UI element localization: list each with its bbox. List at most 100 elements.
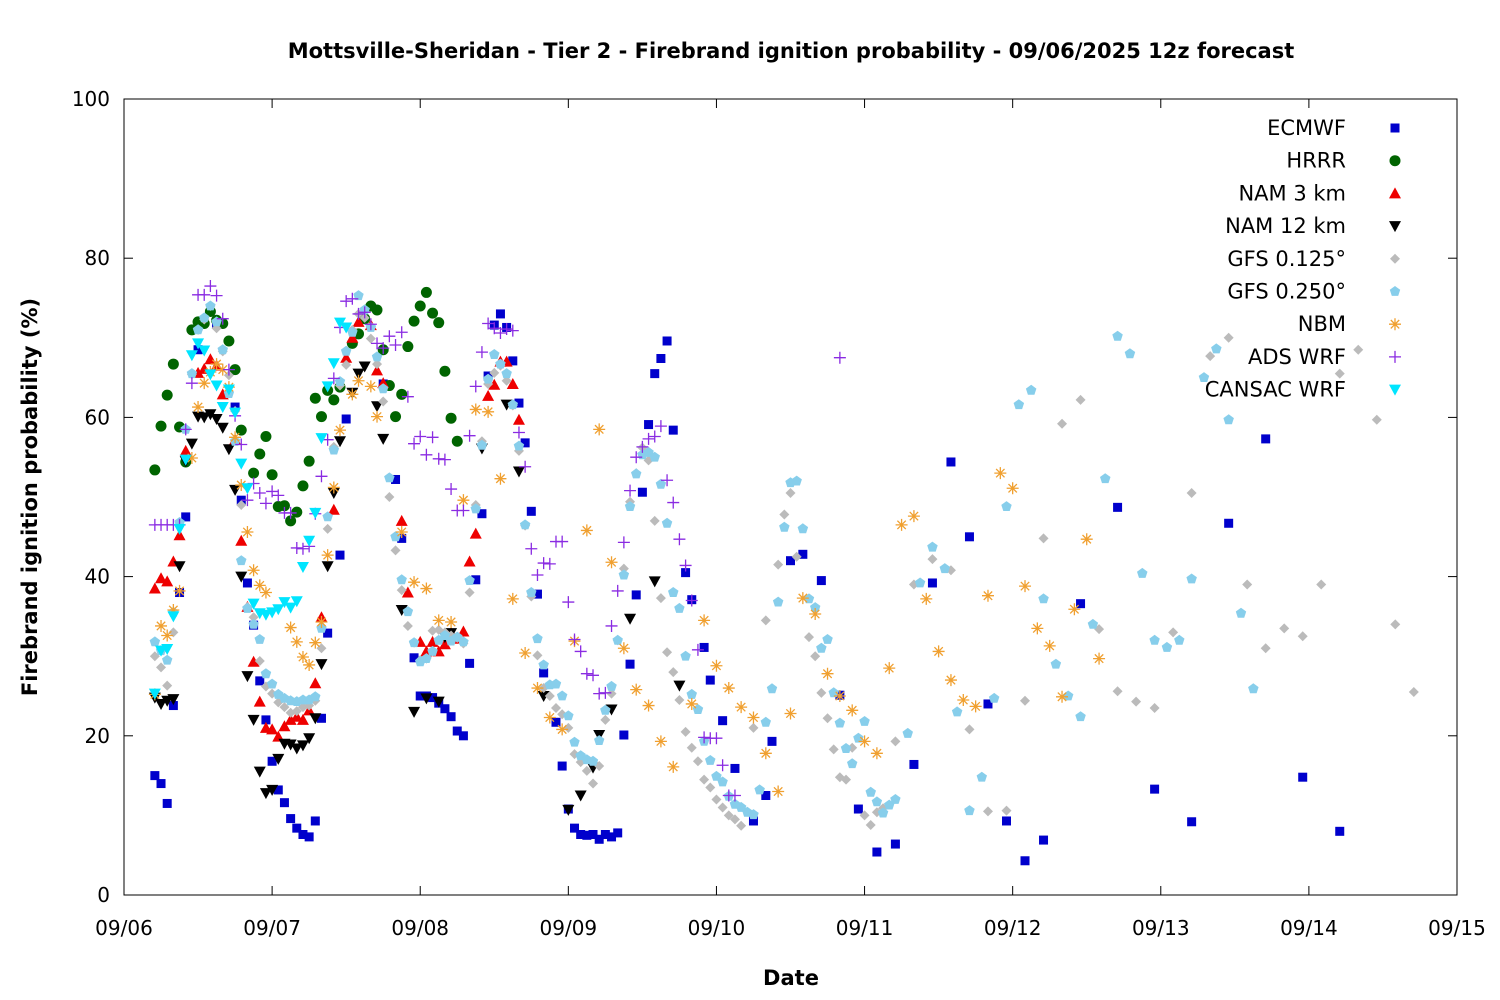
- data-point: [432, 696, 445, 708]
- data-point: [371, 304, 383, 316]
- data-point: [661, 474, 674, 487]
- x-tick-label: 09/11: [836, 916, 894, 940]
- data-point: [488, 322, 501, 335]
- data-point: [1261, 434, 1271, 444]
- data-point: [223, 335, 235, 347]
- data-point: [229, 431, 242, 444]
- x-tick-label: 09/14: [1280, 916, 1338, 940]
- data-point: [445, 483, 458, 496]
- data-point: [594, 834, 604, 844]
- data-point: [1408, 687, 1419, 698]
- data-point: [841, 774, 852, 785]
- data-point: [501, 368, 512, 379]
- data-point: [680, 650, 691, 661]
- x-tick-label: 09/07: [243, 916, 301, 940]
- data-point: [691, 643, 704, 656]
- data-point: [1353, 344, 1364, 355]
- legend-marker: [1389, 350, 1401, 363]
- data-point: [692, 704, 704, 714]
- data-point: [531, 682, 544, 695]
- data-point: [828, 744, 839, 755]
- data-point: [506, 592, 519, 605]
- x-tick-label: 09/10: [688, 916, 746, 940]
- data-point: [216, 312, 229, 325]
- data-point: [562, 596, 575, 609]
- data-point: [784, 707, 797, 720]
- data-point: [1124, 348, 1136, 359]
- data-point: [605, 556, 618, 569]
- series-cansac-wrf: [148, 317, 353, 700]
- data-point: [636, 440, 649, 453]
- legend-item-ads-wrf: ADS WRF: [1248, 345, 1401, 369]
- data-point: [384, 472, 395, 483]
- x-tick-label: 09/15: [1428, 916, 1486, 940]
- data-point: [378, 383, 389, 394]
- data-point: [587, 669, 600, 682]
- data-point: [391, 474, 401, 484]
- data-point: [204, 409, 217, 421]
- data-point: [229, 407, 242, 419]
- data-point: [155, 698, 168, 710]
- data-point: [278, 597, 291, 609]
- data-point: [532, 650, 543, 661]
- data-point: [1149, 634, 1160, 645]
- data-point: [927, 541, 938, 552]
- data-point: [519, 647, 532, 660]
- data-point: [798, 549, 808, 559]
- data-point: [371, 401, 384, 413]
- data-point: [662, 647, 673, 658]
- data-point: [396, 585, 407, 596]
- data-point: [685, 697, 698, 710]
- data-point: [557, 761, 567, 771]
- data-point: [401, 390, 414, 403]
- data-point: [767, 736, 777, 746]
- data-point: [618, 563, 629, 574]
- data-point: [284, 506, 297, 519]
- data-point: [773, 559, 784, 570]
- data-point: [494, 327, 507, 340]
- data-point: [588, 778, 599, 789]
- data-point: [210, 413, 223, 425]
- legend-marker: [1389, 187, 1401, 199]
- data-point: [476, 439, 488, 450]
- data-point: [551, 717, 561, 727]
- data-point: [779, 509, 790, 520]
- data-point: [871, 796, 883, 807]
- data-point: [408, 576, 421, 589]
- data-point: [599, 686, 612, 699]
- data-point: [1279, 623, 1290, 634]
- data-point: [710, 732, 723, 745]
- data-point: [185, 350, 198, 362]
- data-point: [278, 500, 290, 512]
- data-point: [162, 680, 173, 691]
- data-point: [654, 420, 667, 433]
- data-point: [1150, 784, 1160, 794]
- data-point: [488, 378, 501, 390]
- data-point: [236, 555, 247, 566]
- data-point: [352, 307, 365, 320]
- data-point: [408, 706, 421, 718]
- data-point: [482, 405, 495, 418]
- data-point: [539, 668, 549, 678]
- data-point: [346, 388, 359, 401]
- data-point: [395, 526, 408, 539]
- data-point: [260, 431, 272, 443]
- data-point: [150, 771, 160, 781]
- data-point: [260, 668, 272, 679]
- data-point: [1223, 332, 1234, 343]
- data-point: [408, 315, 420, 327]
- data-point: [501, 375, 512, 386]
- y-tick-label: 40: [85, 565, 110, 589]
- data-point: [167, 358, 179, 370]
- data-point: [624, 501, 636, 511]
- data-point: [754, 784, 765, 795]
- data-point: [291, 706, 302, 717]
- data-point: [266, 469, 278, 481]
- data-point: [340, 322, 353, 334]
- data-point: [321, 381, 334, 393]
- data-point: [748, 722, 759, 733]
- data-point: [241, 671, 254, 683]
- data-point: [322, 511, 333, 522]
- data-point: [495, 358, 506, 369]
- data-point: [630, 451, 643, 464]
